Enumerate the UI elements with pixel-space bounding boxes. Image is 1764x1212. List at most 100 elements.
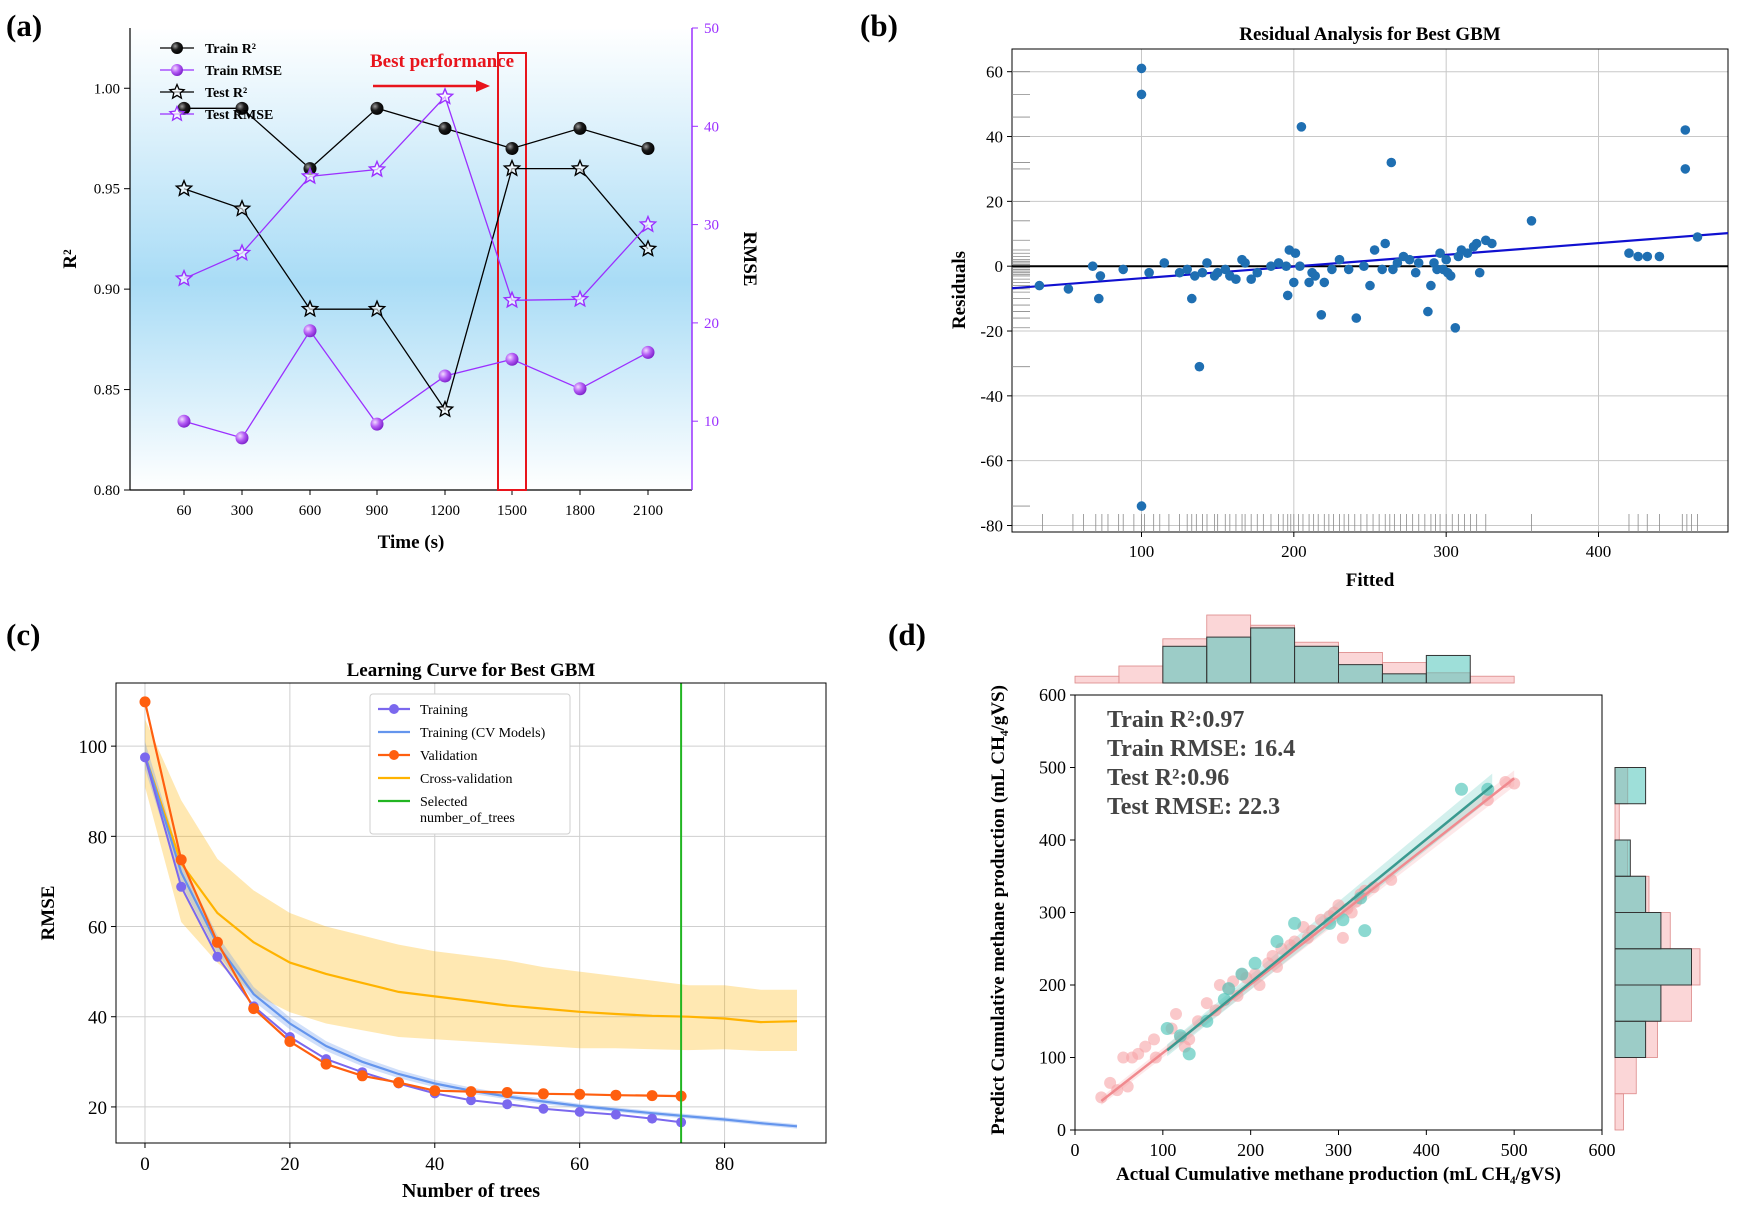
validation-point xyxy=(610,1089,622,1101)
validation-point xyxy=(175,854,187,866)
chart-title: Learning Curve for Best GBM xyxy=(347,660,596,681)
data-point-Train R² xyxy=(370,101,384,115)
series-line-Test RMSE xyxy=(183,95,649,301)
hist-y-train-bar xyxy=(1614,1057,1637,1095)
x-axis-title: Actual Cumulative methane production (mL… xyxy=(1116,1164,1561,1185)
hist-x-train-bar xyxy=(1469,675,1515,684)
training-point xyxy=(574,1106,585,1117)
test-point xyxy=(1160,1022,1174,1035)
residual-point xyxy=(1642,251,1653,262)
x-tick-label: 300 xyxy=(231,503,254,519)
x-tick-label: 900 xyxy=(366,503,389,519)
test-point xyxy=(1235,967,1249,981)
data-point-Train R² xyxy=(641,142,655,156)
x-axis-title: Fitted xyxy=(1346,570,1395,591)
legend-marker xyxy=(171,42,183,54)
data-point-Test RMSE xyxy=(232,243,252,262)
x-tick-label: 20 xyxy=(280,1154,299,1175)
residual-point xyxy=(1404,254,1415,265)
y-tick-label: 80 xyxy=(88,827,107,848)
residual-point xyxy=(1334,254,1345,265)
residual-point xyxy=(1118,264,1128,275)
data-point-Test R² xyxy=(367,299,387,318)
residual-point xyxy=(1380,238,1390,249)
validation-point xyxy=(646,1090,658,1102)
test-point xyxy=(1336,913,1350,927)
y-tick-label: 60 xyxy=(986,63,1003,82)
x-tick-label: 2100 xyxy=(633,503,663,519)
residual-point xyxy=(1319,277,1330,288)
best-performance-arrow-head xyxy=(476,80,490,92)
data-point-Test RMSE xyxy=(174,268,194,287)
y-tick-label: 1.00 xyxy=(94,81,120,97)
residual-point xyxy=(1295,261,1305,272)
hist-y-test-bar xyxy=(1614,1020,1647,1058)
y-tick-label: -40 xyxy=(980,387,1003,406)
residual-point xyxy=(1095,271,1106,281)
data-point-Test RMSE xyxy=(570,289,590,308)
y-tick-label: 40 xyxy=(986,128,1003,147)
legend-marker xyxy=(389,750,399,760)
legend-marker xyxy=(389,704,399,714)
legend-label: Training (CV Models) xyxy=(420,726,546,741)
y2-tick-label: 40 xyxy=(704,119,719,135)
residual-point xyxy=(1063,284,1074,294)
data-point-Test R² xyxy=(300,299,320,318)
x-tick-label: 400 xyxy=(1413,1140,1440,1160)
panel-label-c: (c) xyxy=(6,617,40,652)
residual-point xyxy=(1144,267,1154,278)
legend-marker xyxy=(168,82,186,100)
y-tick-label: -20 xyxy=(980,322,1003,341)
x-tick-label: 200 xyxy=(1281,542,1307,561)
plot-frame xyxy=(115,682,827,1144)
training-point xyxy=(502,1099,513,1110)
metric-annotation: Test R²:0.96 xyxy=(1107,765,1229,791)
data-point-Train RMSE xyxy=(505,352,519,366)
data-point-Train R² xyxy=(573,121,587,135)
residual-point xyxy=(1377,264,1387,275)
series-line-Train RMSE xyxy=(183,329,649,439)
y-tick-label: 500 xyxy=(1039,758,1066,778)
x-tick-label: 1500 xyxy=(497,503,527,519)
x-tick-label: 60 xyxy=(177,503,192,519)
data-point-Train R² xyxy=(235,101,249,115)
residual-point xyxy=(1410,267,1421,278)
legend-label: Selected xyxy=(420,795,467,810)
test-point xyxy=(1270,935,1284,948)
validation-point xyxy=(211,936,223,948)
validation-point xyxy=(248,1003,260,1015)
y-tick-label: 40 xyxy=(88,1008,107,1029)
metric-annotation: Test RMSE: 22.3 xyxy=(1107,794,1280,820)
data-point-Test RMSE xyxy=(638,214,658,233)
legend: Training Training (CV Models) Validation Cr… xyxy=(369,693,571,835)
best-performance-highlight xyxy=(497,52,527,491)
x-tick-label: 0 xyxy=(140,1154,150,1175)
residual-point xyxy=(1365,280,1375,291)
y-axis-title: RMSE xyxy=(38,886,59,941)
data-point-Train RMSE xyxy=(177,414,191,428)
data-point-Test RMSE xyxy=(502,290,522,309)
residual-point xyxy=(1289,277,1299,288)
residual-point xyxy=(1282,290,1293,301)
residual-point xyxy=(1450,323,1461,333)
hist-x-test-bar xyxy=(1425,654,1471,684)
residual-point xyxy=(1445,271,1456,281)
hist-x-test-bar xyxy=(1381,673,1427,684)
test-fit-line xyxy=(1166,784,1493,1052)
data-point-Test RMSE xyxy=(300,166,320,185)
y-tick-label: 20 xyxy=(88,1098,107,1119)
train-point xyxy=(1345,906,1358,919)
hist-x-test-bar xyxy=(1338,664,1383,684)
x-tick-label: 400 xyxy=(1586,542,1612,561)
x-tick-label: 1800 xyxy=(565,503,595,519)
legend-box xyxy=(369,693,571,835)
residual-point xyxy=(1426,280,1436,291)
validation-line xyxy=(143,701,682,1098)
validation-point xyxy=(284,1036,296,1047)
y-tick-label: 0.80 xyxy=(94,483,120,499)
y-tick-label: -60 xyxy=(980,452,1003,471)
trend-line xyxy=(1011,232,1729,290)
residual-point xyxy=(1462,248,1473,258)
